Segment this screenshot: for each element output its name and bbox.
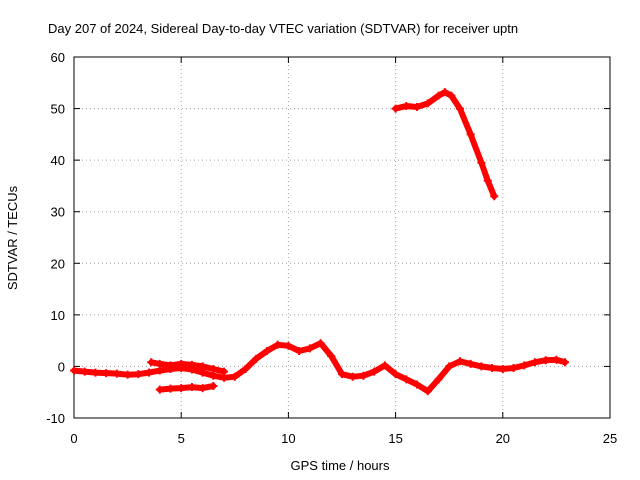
- data-point: [348, 372, 357, 381]
- y-tick-label: -10: [46, 411, 65, 426]
- data-point: [477, 362, 486, 371]
- data-point: [413, 103, 422, 112]
- data-point: [520, 361, 529, 370]
- data-point: [70, 366, 78, 375]
- data-point: [80, 367, 89, 376]
- data-point: [490, 192, 499, 201]
- data-point: [440, 88, 449, 97]
- data-point: [209, 371, 218, 380]
- data-point: [370, 367, 379, 376]
- data-point: [445, 362, 454, 371]
- data-point: [423, 99, 432, 108]
- data-point: [220, 367, 229, 376]
- data-point: [166, 361, 175, 370]
- data-point: [295, 346, 304, 355]
- data-point: [209, 365, 218, 374]
- data-point: [187, 383, 196, 392]
- data-point: [560, 358, 569, 367]
- y-tick-label: 20: [51, 256, 65, 271]
- data-point: [413, 380, 422, 389]
- chart-title: Day 207 of 2024, Sidereal Day-to-day VTE…: [48, 21, 518, 36]
- y-axis-label: SDTVAR / TECUs: [5, 185, 20, 290]
- data-point: [177, 359, 186, 368]
- data-point: [466, 130, 475, 139]
- data-point: [483, 176, 492, 185]
- data-point: [198, 384, 207, 393]
- data-point: [530, 358, 539, 367]
- data-point: [252, 354, 261, 363]
- y-tick-label: 10: [51, 308, 65, 323]
- data-point: [391, 104, 400, 113]
- y-axis: -10 0 10 20 30 40 50 60: [46, 50, 610, 426]
- data-point: [273, 340, 282, 349]
- x-tick-label: 15: [388, 431, 402, 446]
- data-point: [380, 361, 389, 370]
- x-tick-label: 0: [70, 431, 77, 446]
- series-high-arc: [392, 89, 498, 200]
- data-point: [177, 384, 186, 393]
- plot-frame: [73, 56, 611, 419]
- data-point: [305, 344, 314, 353]
- grid: [74, 57, 610, 418]
- data-point: [123, 370, 132, 379]
- data-point: [338, 370, 346, 379]
- data-point: [145, 368, 154, 377]
- data-marks: [70, 88, 569, 396]
- data-point: [147, 358, 156, 367]
- y-tick-label: 60: [51, 50, 65, 65]
- data-point: [112, 369, 121, 378]
- data-point: [327, 352, 336, 361]
- x-tick-label: 25: [603, 431, 617, 446]
- data-point: [102, 369, 111, 378]
- data-point: [284, 341, 293, 350]
- data-point: [477, 158, 486, 167]
- y-tick-label: 0: [58, 359, 65, 374]
- x-tick-label: 10: [281, 431, 295, 446]
- data-point: [434, 91, 443, 100]
- data-point: [316, 339, 325, 348]
- y-tick-label: 50: [51, 102, 65, 117]
- data-point: [455, 104, 464, 113]
- data-point: [455, 357, 464, 366]
- data-point: [155, 366, 164, 375]
- y-tick-label: 40: [51, 153, 65, 168]
- data-point: [198, 362, 207, 371]
- data-point: [447, 91, 456, 100]
- y-tick-label: 30: [51, 205, 65, 220]
- data-point: [166, 384, 175, 393]
- x-tick-label: 20: [496, 431, 510, 446]
- data-point: [187, 360, 196, 369]
- data-point: [155, 359, 164, 368]
- data-point: [230, 372, 239, 381]
- data-point: [509, 363, 518, 372]
- data-point: [498, 365, 507, 374]
- data-point: [402, 101, 411, 110]
- data-point: [488, 363, 497, 372]
- x-axis: 0 5 10 15 20 25: [70, 57, 617, 446]
- data-point: [134, 370, 143, 379]
- data-point: [262, 346, 271, 355]
- data-point: [402, 375, 411, 384]
- data-point: [209, 382, 218, 391]
- x-tick-label: 5: [178, 431, 185, 446]
- data-point: [552, 355, 561, 364]
- data-point: [466, 359, 475, 368]
- data-point: [359, 371, 368, 380]
- data-point: [91, 368, 100, 377]
- data-point: [155, 385, 164, 394]
- x-axis-label: GPS time / hours: [291, 458, 390, 473]
- data-point: [241, 365, 250, 374]
- data-point: [391, 370, 400, 379]
- data-point: [423, 387, 432, 396]
- data-point: [434, 375, 443, 384]
- data-point: [541, 356, 550, 365]
